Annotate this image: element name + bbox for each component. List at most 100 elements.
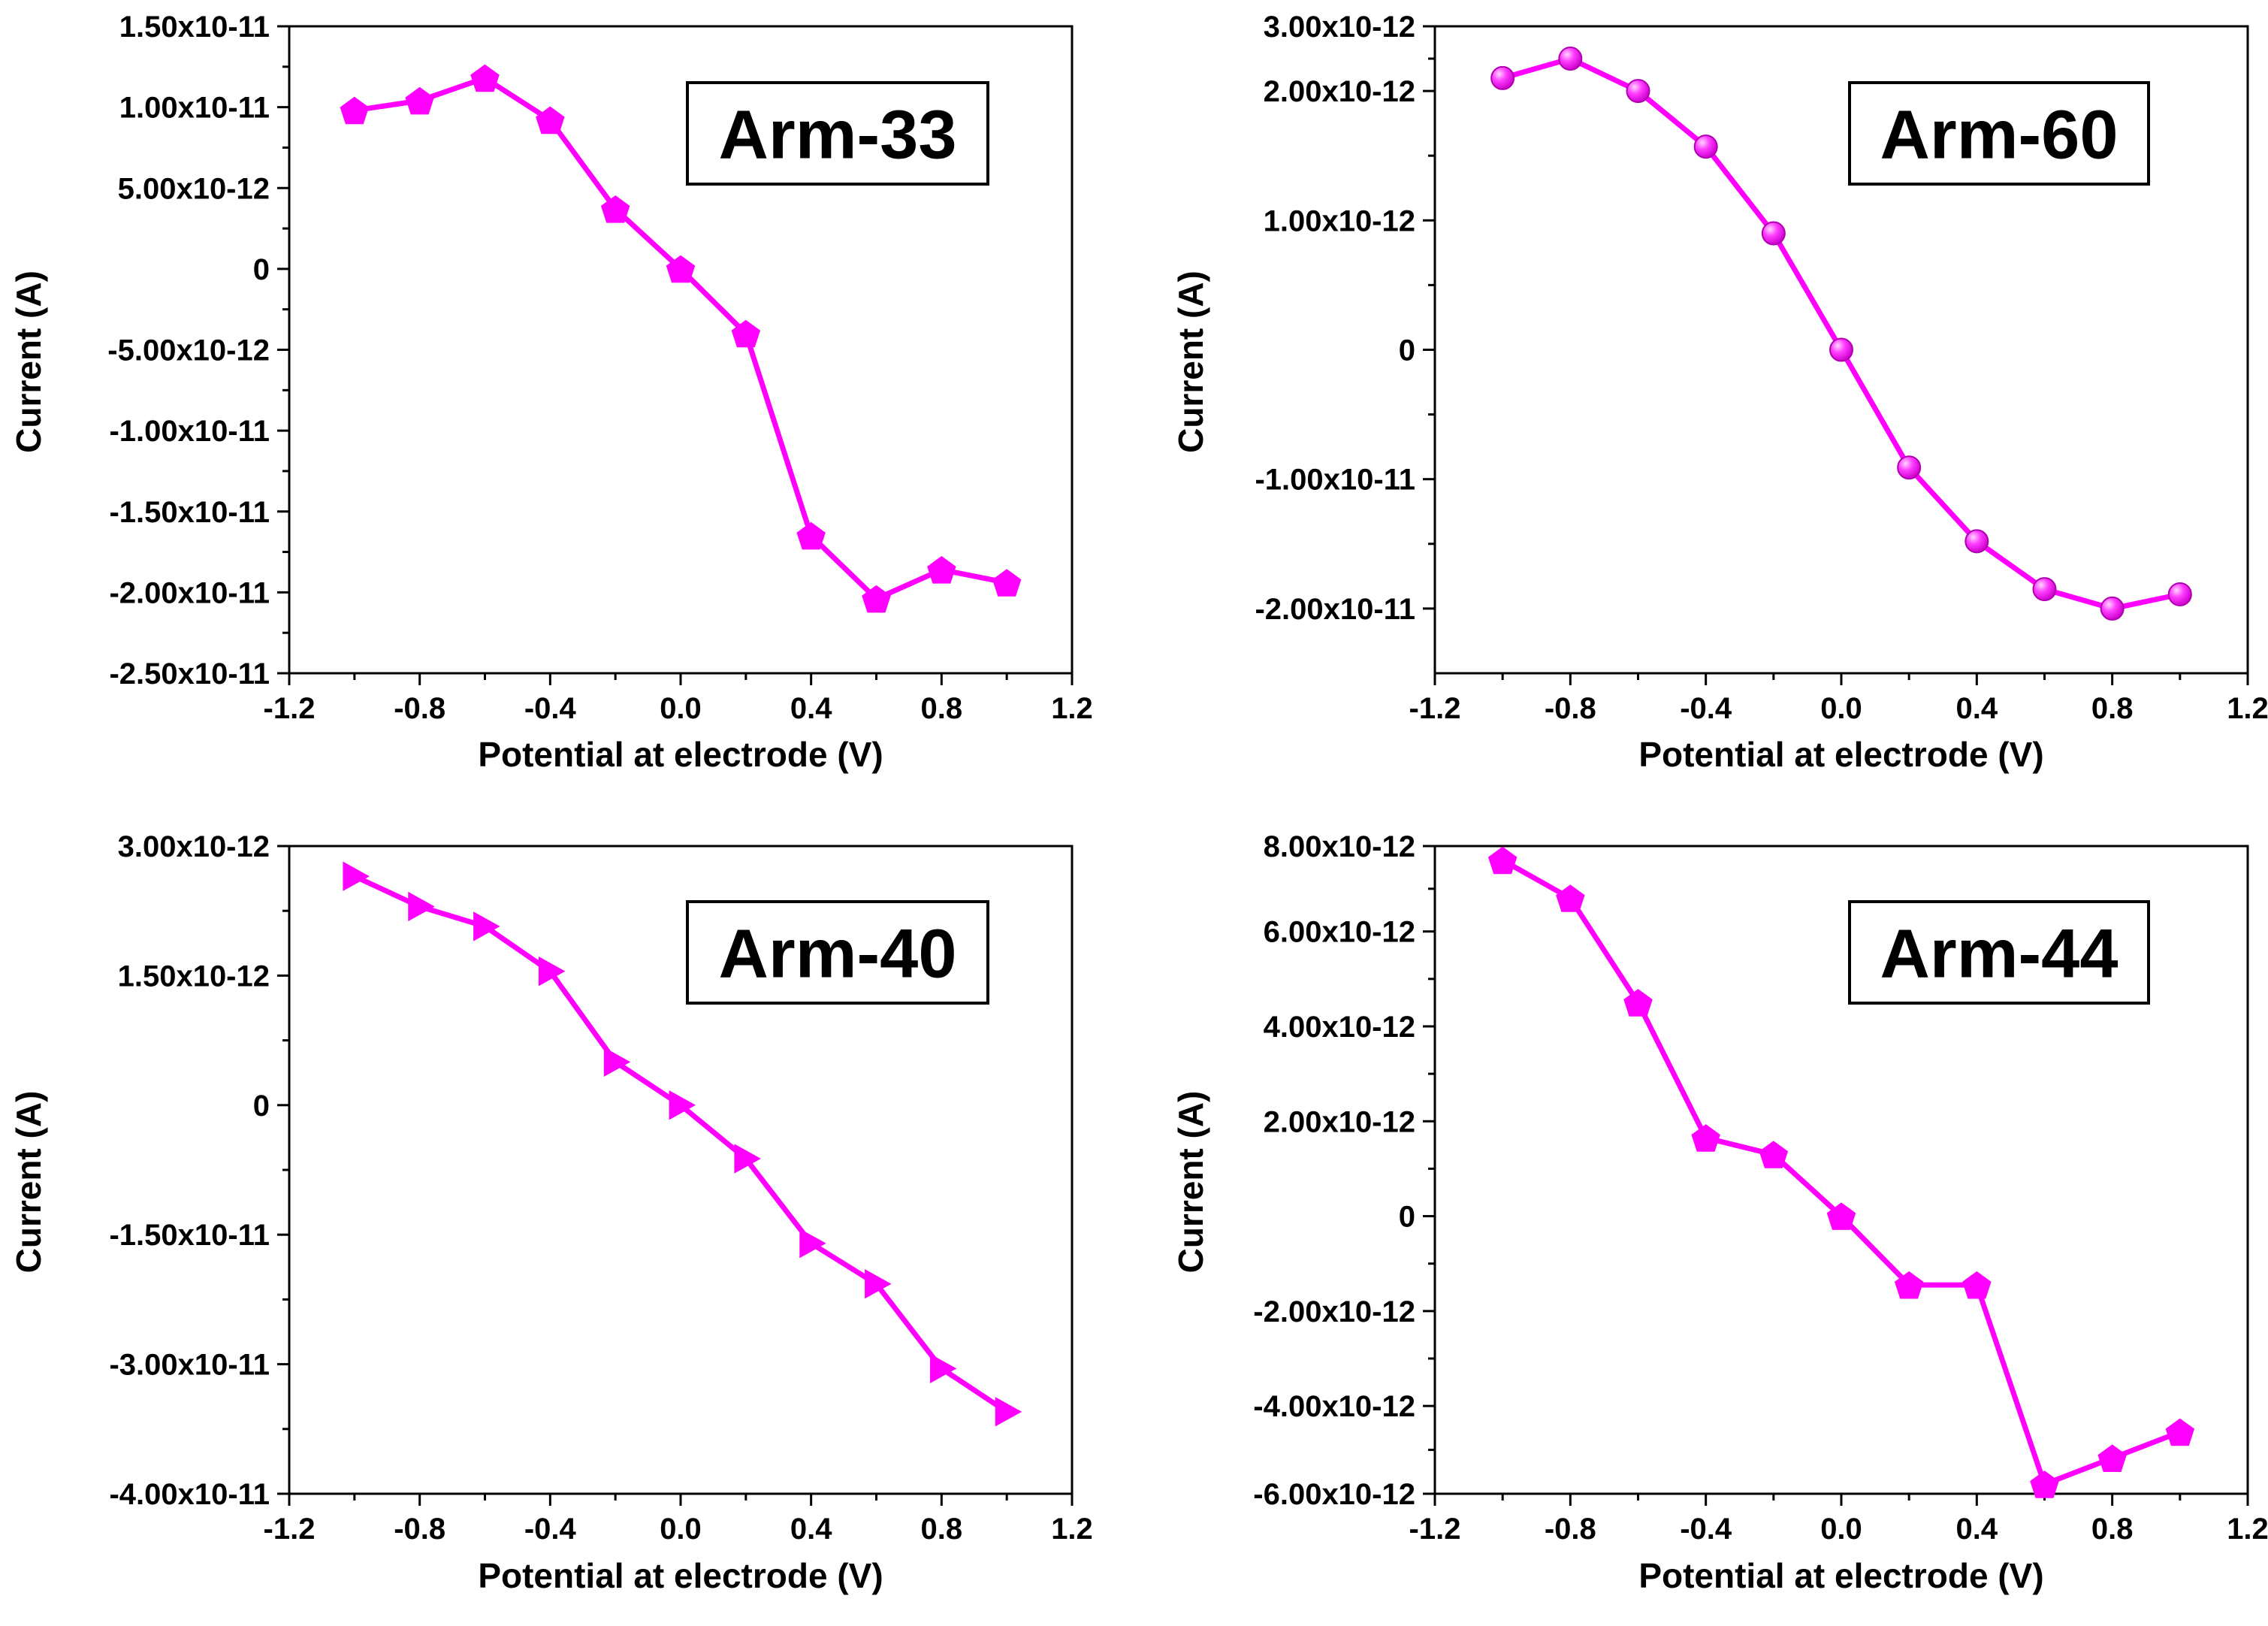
data-point: [796, 521, 826, 550]
y-tick-label: -2.00x10-11: [1255, 593, 1415, 626]
x-tick-label: 0.0: [660, 692, 702, 725]
y-tick-label: -1.50x10-11: [109, 1219, 270, 1252]
chart-panel-arm-33: -1.2 -0.8 -0.4 0.0 0.4 0.8 1.2 1.50x10-11 1.00x1…: [9, 11, 1093, 774]
data-point: [2100, 596, 2125, 621]
y-tick-label: 2.00x10-12: [1264, 75, 1415, 108]
x-tick-label: -0.4: [524, 1513, 577, 1546]
y-tick-label: 3.00x10-12: [118, 830, 270, 863]
y-tick-label: -1.00x10-11: [1255, 464, 1415, 497]
y-tick-label: -2.00x10-11: [109, 576, 270, 609]
y-tick-label: -2.00x10-12: [1253, 1295, 1415, 1328]
x-tick-label: 1.2: [2227, 1513, 2268, 1546]
data-point: [862, 585, 891, 613]
sample-label: Arm-33: [718, 97, 956, 174]
y-axis-title: Current (A): [1171, 270, 1210, 453]
x-tick-label: 0.4: [790, 692, 832, 725]
data-point: [538, 956, 566, 987]
data-point: [927, 555, 956, 584]
x-axis-title: Potential at electrode (V): [478, 1556, 883, 1595]
y-tick-label: 1.00x10-12: [1264, 204, 1415, 237]
data-point: [1829, 337, 1853, 362]
y-tick-label: 1.50x10-12: [118, 960, 270, 993]
data-point: [2167, 582, 2192, 606]
data-point: [1490, 65, 1515, 90]
data-point: [2032, 577, 2057, 602]
data-point: [1894, 1271, 1924, 1299]
data-point: [408, 891, 435, 922]
y-tick-label: 0: [253, 1090, 270, 1123]
sample-label-box: [686, 900, 989, 1005]
data-point: [1623, 989, 1653, 1017]
y-tick-label: -5.00x10-12: [107, 334, 270, 367]
data-point: [995, 1397, 1022, 1427]
data-point: [2097, 1444, 2127, 1472]
y-tick-label: -1.50x10-11: [109, 496, 270, 529]
data-point: [473, 911, 500, 941]
x-tick-label: 0.8: [2091, 692, 2134, 725]
x-tick-label: 0.8: [921, 1513, 963, 1546]
x-tick-label: 0.4: [1956, 692, 1998, 725]
y-tick-label: -2.50x10-11: [109, 657, 270, 691]
data-point: [1487, 846, 1518, 875]
data-point: [1964, 529, 1989, 554]
data-point: [731, 319, 761, 348]
x-tick-label: -0.8: [1545, 1513, 1596, 1546]
sample-label: Arm-40: [718, 916, 956, 993]
data-point: [666, 255, 696, 283]
data-point: [734, 1144, 761, 1174]
data-point: [1761, 221, 1786, 246]
y-tick-label: 4.00x10-12: [1264, 1011, 1415, 1044]
y-tick-label: -3.00x10-11: [109, 1349, 270, 1382]
data-point: [1626, 79, 1650, 104]
x-tick-label: 0.0: [660, 1513, 702, 1546]
sample-label-box: [1848, 900, 2150, 1005]
data-point: [1691, 1124, 1720, 1152]
y-tick-label: 1.00x10-11: [119, 92, 270, 125]
y-tick-label: 5.00x10-12: [118, 172, 270, 205]
x-tick-label: -0.4: [524, 692, 577, 725]
y-axis-title: Current (A): [9, 1091, 48, 1274]
y-tick-label: -4.00x10-11: [109, 1478, 270, 1511]
data-point: [929, 1353, 957, 1384]
x-tick-label: 0.0: [1820, 692, 1862, 725]
y-tick-label: -4.00x10-12: [1253, 1390, 1415, 1423]
y-axis-title: Current (A): [9, 270, 48, 453]
data-point: [1897, 455, 1922, 480]
data-point: [1962, 1271, 1992, 1299]
x-tick-label: -1.2: [1409, 1513, 1461, 1546]
data-point: [1759, 1141, 1789, 1168]
data-point: [1558, 47, 1583, 71]
data-point: [343, 861, 370, 891]
data-point: [799, 1228, 826, 1259]
x-tick-label: -0.4: [1680, 1513, 1732, 1546]
data-point: [1556, 884, 1585, 912]
y-tick-label: 0: [1399, 334, 1415, 367]
y-tick-label: 6.00x10-12: [1264, 916, 1415, 949]
data-point: [2030, 1470, 2059, 1498]
y-tick-label: 1.50x10-11: [119, 11, 270, 44]
x-tick-label: -0.8: [394, 692, 445, 725]
data-point: [865, 1269, 892, 1299]
sample-label: Arm-44: [1880, 916, 2118, 993]
chart-panel-arm-60: -1.2 -0.8 -0.4 0.0 0.4 0.8 1.2 3.00x10-12 2.00x1…: [1171, 11, 2268, 774]
y-tick-label: 0: [253, 253, 270, 286]
chart-panel-arm-40: -1.2 -0.8 -0.4 0.0 0.4 0.8 1.2 3.00x10-12 1.50x1…: [9, 830, 1093, 1595]
y-tick-label: 0: [1399, 1201, 1415, 1234]
x-tick-label: -0.8: [394, 1513, 445, 1546]
data-point: [1826, 1202, 1856, 1230]
x-tick-label: 0.8: [921, 692, 963, 725]
data-point: [1693, 134, 1718, 159]
y-tick-label: 2.00x10-12: [1264, 1105, 1415, 1138]
data-point: [2165, 1418, 2195, 1446]
x-tick-label: 0.8: [2091, 1513, 2134, 1546]
y-tick-label: 3.00x10-12: [1264, 11, 1415, 44]
x-tick-label: 1.2: [2227, 692, 2268, 725]
y-axis-title: Current (A): [1171, 1091, 1210, 1274]
x-tick-label: -0.8: [1545, 692, 1596, 725]
x-tick-label: 0.4: [1956, 1513, 1998, 1546]
sample-label-box: [686, 81, 989, 186]
data-point: [536, 106, 565, 134]
data-point: [405, 86, 434, 115]
x-tick-label: 0.0: [1820, 1513, 1862, 1546]
